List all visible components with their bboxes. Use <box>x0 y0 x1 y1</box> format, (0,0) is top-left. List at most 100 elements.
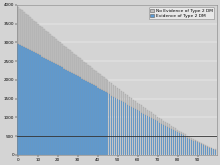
Bar <box>79 77 81 155</box>
Bar <box>199 143 200 155</box>
Bar <box>107 80 108 93</box>
Bar <box>183 135 184 155</box>
Bar <box>75 55 77 75</box>
Bar <box>153 114 154 119</box>
Bar <box>53 63 55 155</box>
Bar <box>63 68 64 155</box>
Bar <box>57 65 59 155</box>
Bar <box>165 122 167 126</box>
Bar <box>111 83 112 96</box>
Bar <box>27 49 29 155</box>
Bar <box>113 97 114 155</box>
Bar <box>65 70 66 155</box>
Bar <box>131 107 132 155</box>
Bar <box>215 149 216 150</box>
Bar <box>77 57 79 76</box>
Bar <box>195 140 196 141</box>
Bar <box>133 100 134 108</box>
Bar <box>65 47 66 70</box>
Bar <box>167 123 169 127</box>
Bar <box>49 34 51 61</box>
Bar <box>93 85 95 155</box>
Bar <box>125 94 126 103</box>
Bar <box>213 148 214 149</box>
Bar <box>71 73 73 155</box>
Bar <box>179 133 180 155</box>
Bar <box>161 124 162 155</box>
Bar <box>209 147 210 148</box>
Bar <box>113 85 114 97</box>
Bar <box>175 131 176 155</box>
Bar <box>181 132 182 134</box>
Bar <box>45 59 47 155</box>
Bar <box>61 44 62 67</box>
Bar <box>115 98 116 155</box>
Bar <box>167 127 169 155</box>
Bar <box>63 46 64 68</box>
Bar <box>147 110 148 116</box>
Bar <box>27 15 29 49</box>
Bar <box>201 143 202 144</box>
Bar <box>73 74 75 155</box>
Bar <box>153 119 154 155</box>
Bar <box>25 14 27 48</box>
Bar <box>69 50 71 72</box>
Bar <box>123 92 125 102</box>
Bar <box>155 115 156 120</box>
Bar <box>39 26 40 55</box>
Bar <box>139 104 140 111</box>
Bar <box>109 94 110 155</box>
Bar <box>49 61 51 155</box>
Bar <box>73 54 75 74</box>
Bar <box>21 46 23 155</box>
Bar <box>205 145 206 146</box>
Bar <box>19 9 21 45</box>
Bar <box>101 90 103 155</box>
Bar <box>31 51 33 155</box>
Bar <box>35 53 37 155</box>
Bar <box>151 118 152 155</box>
Bar <box>207 147 208 155</box>
Bar <box>161 119 162 124</box>
Bar <box>101 76 103 90</box>
Bar <box>99 89 101 155</box>
Bar <box>123 102 125 155</box>
Bar <box>35 22 37 53</box>
Bar <box>21 10 23 46</box>
Bar <box>159 123 160 155</box>
Legend: No Evidence of Type 2 DM, Evidence of Type 2 DM: No Evidence of Type 2 DM, Evidence of Ty… <box>149 7 214 19</box>
Bar <box>55 39 57 64</box>
Bar <box>59 42 60 66</box>
Bar <box>151 112 152 118</box>
Bar <box>117 99 119 155</box>
Bar <box>131 98 132 107</box>
Bar <box>171 126 172 129</box>
Bar <box>157 121 158 155</box>
Bar <box>203 145 204 155</box>
Bar <box>215 150 216 155</box>
Bar <box>67 71 69 155</box>
Bar <box>137 110 138 155</box>
Bar <box>145 115 147 155</box>
Bar <box>47 32 49 60</box>
Bar <box>85 63 86 81</box>
Bar <box>119 89 121 100</box>
Bar <box>189 139 190 155</box>
Bar <box>125 103 126 155</box>
Bar <box>137 103 138 110</box>
Bar <box>69 72 71 155</box>
Bar <box>211 148 212 155</box>
Bar <box>51 36 53 62</box>
Bar <box>107 93 108 155</box>
Bar <box>149 117 150 155</box>
Bar <box>19 45 21 155</box>
Bar <box>193 141 194 155</box>
Bar <box>23 47 25 155</box>
Bar <box>201 144 202 155</box>
Bar <box>75 75 77 155</box>
Bar <box>115 86 116 98</box>
Bar <box>173 130 174 155</box>
Bar <box>133 108 134 155</box>
Bar <box>53 37 55 63</box>
Bar <box>77 76 79 155</box>
